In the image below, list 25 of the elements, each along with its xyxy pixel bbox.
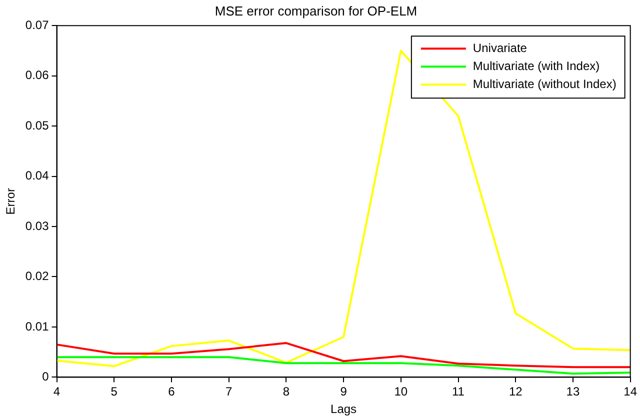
chart-title: MSE error comparison for OP-ELM	[214, 3, 418, 18]
y-tick-label: 0.02	[25, 269, 50, 284]
x-tick-label: 14	[624, 384, 638, 399]
y-tick-label: 0.04	[25, 168, 50, 183]
x-tick-label: 11	[452, 384, 465, 399]
y-tick-label: 0	[42, 370, 50, 384]
y-tick-label: 0.05	[25, 118, 50, 132]
x-tick-label: 8	[282, 384, 290, 399]
legend-label: Multivariate (with Index)	[472, 58, 600, 73]
y-axis-title: Error	[4, 188, 18, 215]
x-tick-label: 6	[168, 384, 176, 399]
y-tick-label: 0.06	[25, 68, 50, 82]
y-tick-label: 0.03	[25, 218, 50, 233]
legend-label: Univariate	[472, 40, 528, 55]
x-tick-label: 7	[225, 384, 232, 399]
x-tick-label: 13	[566, 384, 580, 399]
y-tick-label: 0.07	[25, 18, 50, 32]
y-tick-label: 0.01	[25, 319, 50, 334]
x-tick-label: 4	[53, 384, 60, 399]
x-tick-label: 9	[340, 384, 348, 399]
x-axis-title: Lags	[330, 402, 357, 416]
x-tick-label: 10	[394, 384, 408, 399]
x-tick-label: 5	[110, 384, 118, 399]
x-tick-label: 12	[508, 384, 523, 399]
legend-label: Multivariate (without Index)	[472, 76, 616, 91]
